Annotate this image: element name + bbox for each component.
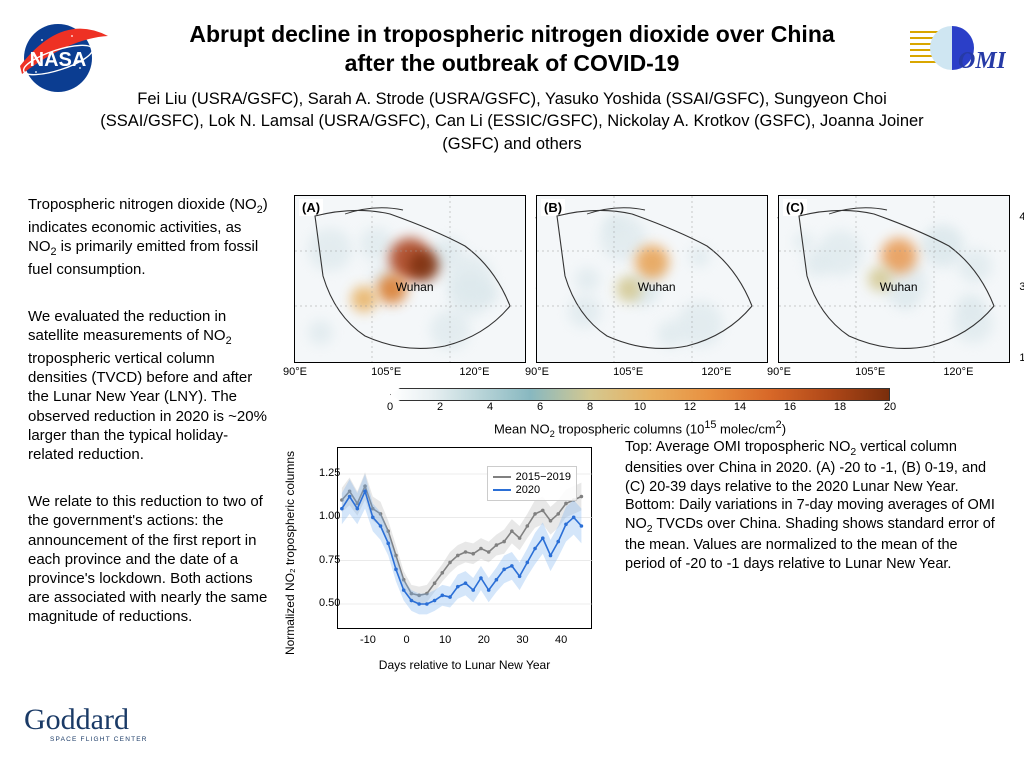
- colorbar: 02468101214161820 Mean NO2 tropospheric …: [390, 388, 890, 439]
- map-panel-b: (B) Wuhan45°N30°N15°N90°E105°E120°E: [536, 195, 768, 363]
- wuhan-label: Wuhan: [638, 280, 676, 294]
- wuhan-label: Wuhan: [396, 280, 434, 294]
- colorbar-gradient: [390, 388, 890, 401]
- wuhan-label: Wuhan: [880, 280, 918, 294]
- left-text-column: Tropospheric nitrogen dioxide (NO2) indi…: [28, 195, 271, 654]
- map-panels: (A) Wuhan45°N30°N15°N90°E105°E120°E (B) …: [288, 195, 1008, 370]
- omi-logo: OMI: [908, 18, 1006, 89]
- map-panel-a: (A) Wuhan45°N30°N15°N90°E105°E120°E: [294, 195, 526, 363]
- svg-text:OMI: OMI: [958, 48, 1006, 74]
- goddard-logo: Goddard SPACE FLIGHT CENTER: [22, 701, 152, 754]
- svg-text:SPACE FLIGHT CENTER: SPACE FLIGHT CENTER: [50, 736, 148, 743]
- colorbar-ticks: 02468101214161820: [390, 401, 890, 417]
- author-list: Fei Liu (USRA/GSFC), Sarah A. Strode (US…: [90, 88, 934, 155]
- map-panel-c: (C) Wuhan45°N30°N15°N90°E105°E120°E: [778, 195, 1010, 363]
- para-1: Tropospheric nitrogen dioxide (NO2) indi…: [28, 195, 271, 279]
- linechart-xlabel: Days relative to Lunar New Year: [337, 658, 592, 672]
- linechart-legend: 2015−2019 2020: [487, 466, 577, 501]
- para-3: We relate to this reduction to two of th…: [28, 492, 271, 626]
- title-line1: Abrupt decline in tropospheric nitrogen …: [189, 21, 834, 47]
- line-chart: Normalized NO₂ tropospheric columns 2015…: [295, 435, 605, 670]
- figure-caption: Top: Average OMI tropospheric NO2 vertic…: [625, 438, 997, 573]
- linechart-ylabel: Normalized NO₂ tropospheric columns: [283, 450, 297, 654]
- page-title: Abrupt decline in tropospheric nitrogen …: [130, 20, 894, 78]
- svg-text:Goddard: Goddard: [24, 703, 129, 736]
- svg-text:NASA: NASA: [30, 49, 87, 71]
- linechart-plot-area: 2015−2019 2020: [337, 447, 592, 629]
- para-2: We evaluated the reduction in satellite …: [28, 307, 271, 464]
- title-line2: after the outbreak of COVID-19: [345, 50, 680, 76]
